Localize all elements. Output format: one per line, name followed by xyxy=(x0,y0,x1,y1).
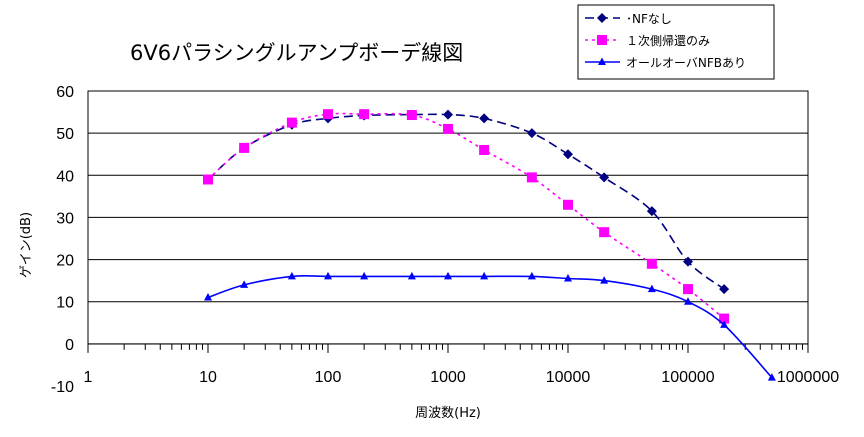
data-point xyxy=(526,128,537,139)
data-point xyxy=(479,113,490,124)
legend-label: ･NFなし xyxy=(626,12,672,26)
data-point xyxy=(600,276,609,284)
y-tick-label: 10 xyxy=(56,295,74,312)
y-tick-label: 50 xyxy=(56,126,74,143)
x-tick-label: 100000 xyxy=(661,369,714,386)
data-point xyxy=(360,271,369,280)
x-tick-label: 10 xyxy=(199,369,217,386)
data-point xyxy=(684,297,692,305)
data-point xyxy=(286,117,297,128)
data-point xyxy=(719,284,730,295)
x-tick-label: 1000 xyxy=(430,369,466,386)
data-point xyxy=(599,172,610,183)
y-tick-labels: 60 50 40 30 20 10 0 -10 xyxy=(51,84,74,396)
data-point xyxy=(240,280,249,288)
data-point xyxy=(239,142,250,153)
data-point xyxy=(719,313,730,324)
x-tick-label: 10000 xyxy=(546,369,591,386)
data-point xyxy=(646,258,657,269)
series-3 xyxy=(204,271,776,381)
data-point xyxy=(359,109,370,120)
legend-entry: ･NFなし xyxy=(585,12,672,26)
data-point xyxy=(526,172,537,183)
data-point xyxy=(720,320,729,328)
legend-swatch-marker xyxy=(598,57,606,65)
data-point xyxy=(683,256,693,267)
data-point xyxy=(564,274,572,282)
legend-label: オールオーバNFBあり xyxy=(626,56,746,70)
data-point xyxy=(407,271,416,280)
data-point xyxy=(406,110,417,121)
data-point xyxy=(767,373,776,381)
x-tick-label: 100 xyxy=(315,369,342,386)
x-axis xyxy=(87,343,809,353)
legend-entry: オールオーバNFBあり xyxy=(585,56,746,70)
data-point xyxy=(443,109,453,120)
data-point xyxy=(444,271,452,280)
data-point xyxy=(646,206,657,217)
y-tick-label: 30 xyxy=(56,210,74,227)
chart-title: 6V6パラシングルアンプボーデ線図 xyxy=(130,41,463,65)
data-point xyxy=(324,271,332,280)
series-2 xyxy=(203,109,730,324)
data-point xyxy=(443,123,453,134)
x-tick-label: 1 xyxy=(84,369,93,386)
data-point xyxy=(647,284,656,293)
y-tick-label: 20 xyxy=(56,253,74,270)
data-point xyxy=(323,109,333,120)
y-axis-label: ゲイン(dB) xyxy=(19,212,34,278)
data-point xyxy=(563,149,573,160)
data-point xyxy=(480,271,489,280)
y-tick-label: -10 xyxy=(51,379,74,396)
data-point xyxy=(204,293,212,301)
series-group xyxy=(203,109,776,381)
legend-box xyxy=(577,4,775,80)
data-point xyxy=(479,145,490,155)
x-tick-label: 1000000 xyxy=(777,369,839,386)
data-point xyxy=(203,174,213,185)
data-point xyxy=(599,227,610,238)
x-axis-label: 周波数(Hz) xyxy=(415,406,481,421)
legend-label: １次側帰還のみ xyxy=(626,34,710,48)
data-point xyxy=(527,271,536,280)
y-tick-label: 60 xyxy=(56,84,74,101)
data-point xyxy=(683,284,693,295)
x-tick-labels: 1 10 100 1000 10000 100000 1000000 xyxy=(84,369,840,386)
y-tick-label: 0 xyxy=(65,337,74,354)
data-point xyxy=(563,199,573,210)
data-point xyxy=(287,271,296,280)
y-tick-label: 40 xyxy=(56,168,74,185)
legend-entry: １次側帰還のみ xyxy=(585,34,710,48)
legend-swatch-marker xyxy=(597,13,607,23)
legend-swatch-marker xyxy=(597,35,607,45)
